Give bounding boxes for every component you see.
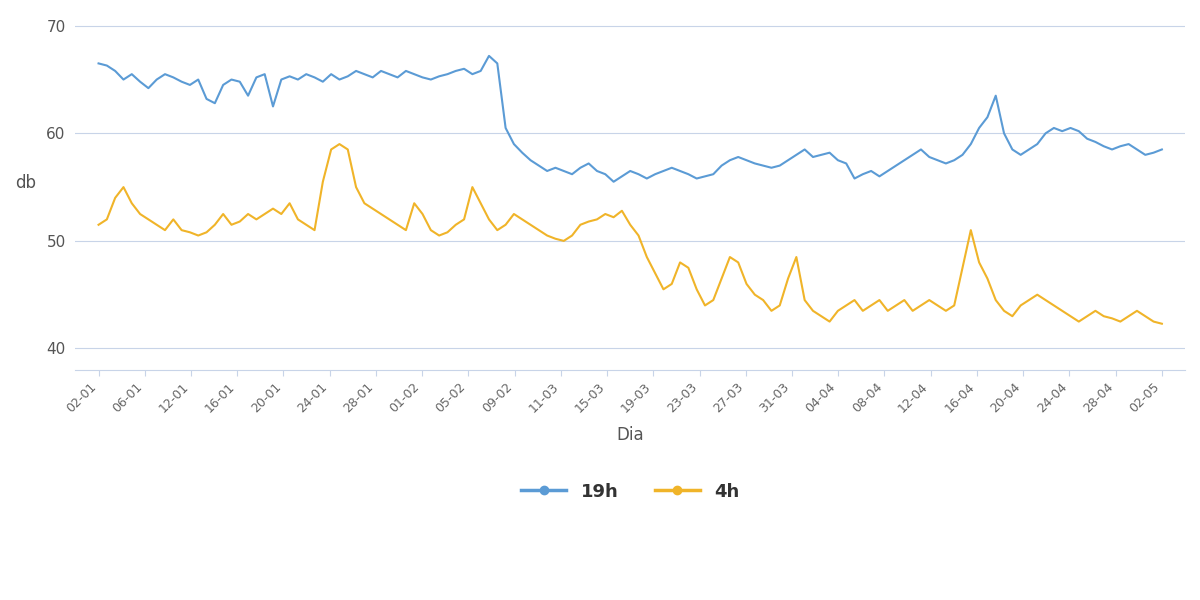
Line: 19h: 19h <box>98 56 1162 182</box>
4h <box>938 307 953 314</box>
Legend: 19h, 4h: 19h, 4h <box>512 474 749 510</box>
4h <box>142 216 156 223</box>
4h <box>390 221 404 229</box>
19h <box>606 178 620 185</box>
4h <box>332 140 347 148</box>
19h <box>947 157 961 164</box>
4h <box>656 286 671 293</box>
4h <box>731 259 745 266</box>
19h <box>91 60 106 67</box>
19h <box>1154 146 1169 153</box>
19h <box>665 164 679 172</box>
19h <box>142 85 156 92</box>
4h <box>1030 291 1044 298</box>
19h <box>739 157 754 164</box>
4h <box>91 221 106 229</box>
4h <box>1154 320 1169 328</box>
19h <box>382 71 396 78</box>
X-axis label: Dia: Dia <box>617 427 644 445</box>
19h <box>1038 130 1052 137</box>
Line: 4h: 4h <box>98 144 1162 324</box>
19h <box>481 52 496 59</box>
Y-axis label: db: db <box>14 175 36 193</box>
